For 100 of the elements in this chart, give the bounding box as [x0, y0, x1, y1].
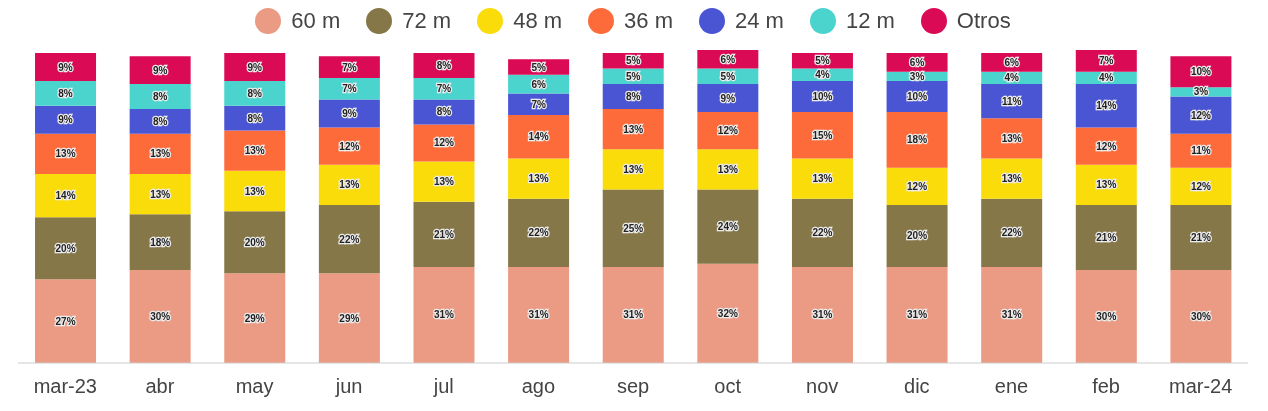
x-tick-label: oct [714, 375, 742, 398]
data-label: 13% [812, 173, 833, 185]
bar [35, 217, 97, 280]
data-label: 9% [152, 64, 168, 76]
data-label: 7% [342, 83, 357, 95]
data-label: 13% [717, 163, 738, 175]
bar [413, 266, 475, 363]
data-label: 8% [436, 106, 452, 118]
data-label: 31% [433, 309, 455, 321]
bar [35, 53, 97, 81]
x-tick-label: may [235, 375, 274, 398]
legend-label: 72 m [402, 8, 452, 34]
bar [318, 273, 380, 363]
legend-label: Otros [956, 8, 1011, 34]
data-label: 29% [339, 312, 360, 324]
data-label: 10% [907, 90, 928, 102]
bar [318, 127, 380, 165]
data-label: 6% [720, 53, 736, 65]
data-label: 31% [1001, 309, 1022, 321]
data-label: 9% [720, 92, 736, 104]
data-label: 5% [626, 70, 641, 82]
data-label: 22% [339, 233, 360, 245]
data-label: 15% [812, 129, 833, 141]
data-label: 24% [717, 221, 738, 233]
data-label: 9% [342, 108, 357, 120]
data-label: 12% [717, 125, 738, 137]
bar [981, 158, 1043, 199]
data-label: 22% [528, 227, 549, 239]
data-label: 13% [55, 148, 76, 160]
data-label: 7% [531, 98, 546, 110]
bar [791, 158, 853, 199]
data-label: 8% [152, 90, 168, 102]
bar [791, 198, 853, 267]
data-label: 30% [150, 311, 171, 323]
x-tick-label: mar-24 [1169, 375, 1233, 398]
data-label: 31% [907, 309, 928, 321]
data-label: 7% [342, 61, 357, 73]
data-label: 6% [531, 78, 546, 90]
data-label: 8% [247, 87, 263, 99]
data-label: 9% [247, 61, 263, 73]
data-label: 13% [244, 145, 265, 157]
data-label: 31% [623, 309, 644, 321]
bar [413, 124, 475, 162]
data-label: 13% [244, 185, 265, 197]
legend-label: 60 m [291, 8, 341, 34]
x-tick-label: abr [145, 375, 175, 398]
legend-label: 48 m [513, 8, 563, 34]
data-label: 6% [909, 56, 925, 68]
data-label: 31% [528, 309, 549, 321]
legend-label: 36 m [624, 8, 674, 34]
data-label: 30% [1096, 311, 1117, 323]
data-label: 9% [58, 114, 73, 126]
data-label: 21% [433, 228, 455, 240]
data-label: 20% [244, 236, 265, 248]
bar [697, 263, 759, 363]
bar [129, 56, 191, 85]
data-label: 18% [907, 134, 928, 146]
data-label: 20% [55, 242, 76, 254]
bar [791, 111, 853, 159]
data-label: 13% [150, 188, 171, 200]
x-tick-label: nov [806, 375, 839, 398]
data-label: 29% [244, 312, 265, 324]
data-label: 13% [623, 163, 644, 175]
data-label: 4% [815, 69, 830, 81]
bar [602, 266, 664, 363]
data-label: 12% [1190, 180, 1212, 192]
bar [1075, 270, 1137, 363]
data-label: 5% [720, 70, 736, 82]
bar [981, 198, 1043, 267]
bar [508, 158, 570, 199]
data-label: 7% [1099, 55, 1114, 67]
bar [224, 211, 286, 274]
data-label: 11% [1191, 145, 1211, 157]
data-label: 10% [812, 90, 833, 102]
bar [697, 189, 759, 264]
bar [318, 204, 380, 274]
data-label: 27% [55, 315, 76, 327]
bar [886, 111, 948, 168]
data-label: 5% [531, 61, 546, 73]
bar [129, 214, 191, 271]
data-label: 31% [812, 309, 833, 321]
legend-label: 24 m [735, 8, 784, 34]
data-label: 20% [907, 230, 928, 242]
data-label: 22% [1001, 227, 1022, 239]
legend-label: 12 m [845, 8, 895, 34]
data-label: 7% [436, 83, 452, 95]
bar [508, 198, 570, 267]
data-label: 14% [528, 131, 549, 143]
data-label: 12% [433, 137, 455, 149]
bar [1170, 270, 1232, 363]
bar [1075, 127, 1137, 165]
x-tick-label: jun [334, 375, 363, 398]
data-label: 12% [907, 180, 928, 192]
data-label: 12% [339, 140, 360, 152]
data-label: 13% [1001, 132, 1022, 144]
x-tick-label: ago [521, 375, 556, 398]
bar [886, 204, 948, 267]
data-label: 18% [150, 236, 171, 248]
bar [981, 266, 1043, 363]
data-label: 3% [1193, 86, 1209, 98]
